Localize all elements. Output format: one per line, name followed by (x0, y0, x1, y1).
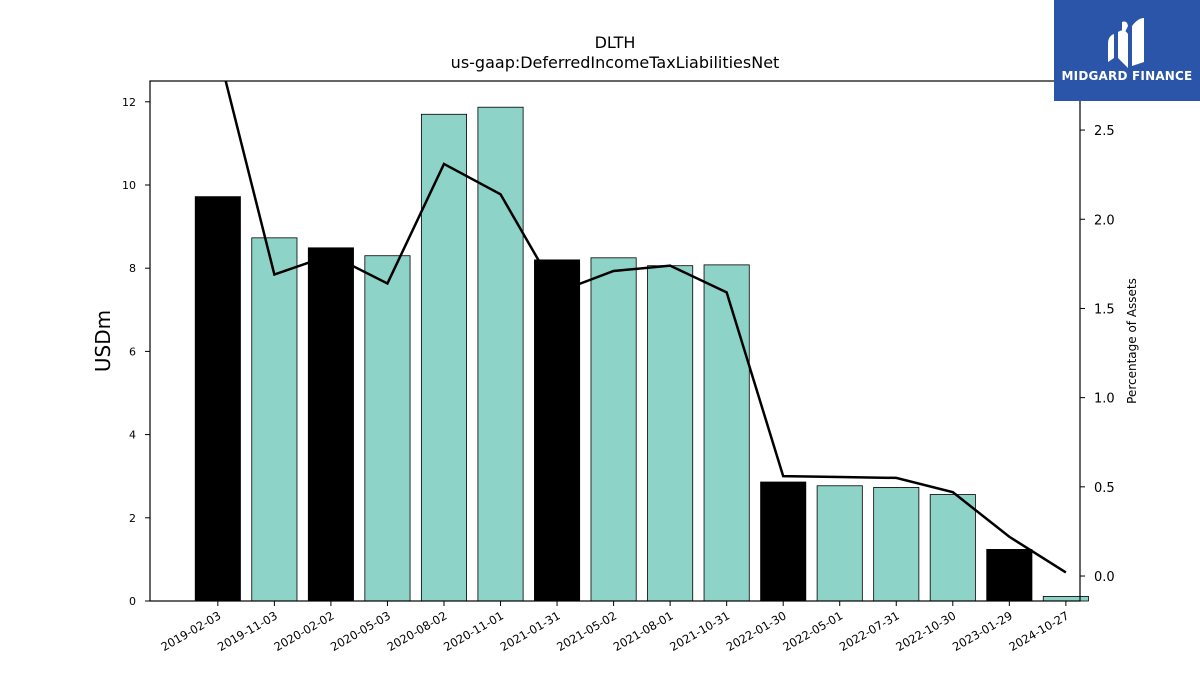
bar (703, 264, 750, 602)
bar (986, 549, 1033, 602)
y-tick-label: 0 (129, 595, 136, 608)
x-tick-label: 2022-05-01 (780, 608, 845, 654)
bar (251, 237, 298, 602)
y2-tick-label: 2.0 (1094, 213, 1115, 228)
bar (1042, 596, 1089, 602)
logo-text: MIDGARD FINANCE (1061, 69, 1193, 83)
x-tick-label: 2019-02-03 (158, 608, 223, 654)
x-tick-label: 2019-11-03 (215, 608, 280, 654)
y-axis-label: USDm (91, 310, 115, 372)
chart-title: DLTH (595, 33, 636, 52)
y2-tick-label: 0.0 (1094, 570, 1115, 585)
y2-tick-label: 1.0 (1094, 392, 1115, 407)
x-tick-label: 2020-02-02 (272, 608, 337, 654)
x-tick-label: 2020-05-03 (328, 608, 393, 654)
brand-logo: MIDGARD FINANCE (1054, 0, 1200, 101)
line-group (224, 81, 1067, 574)
y-tick-label: 12 (122, 96, 136, 109)
bar (873, 487, 920, 602)
x-tick-label: 2023-01-29 (950, 608, 1015, 654)
y2-tick-label: 0.5 (1094, 481, 1115, 496)
bar (590, 257, 637, 602)
bar (534, 259, 581, 602)
y-tick-label: 8 (129, 262, 136, 275)
y-tick-label: 4 (129, 429, 136, 442)
y-tick-label: 2 (129, 512, 136, 525)
plot-frame (149, 80, 1081, 602)
bar (760, 481, 807, 602)
x-tick-label: 2021-10-31 (667, 608, 732, 654)
bar (420, 113, 467, 602)
y-tick-label: 10 (122, 179, 136, 192)
y2-axis-label: Percentage of Assets (1125, 278, 1139, 404)
x-tick-label: 2022-01-30 (724, 608, 789, 654)
logo-mark-icon (1108, 18, 1144, 68)
y2-tick-label: 2.5 (1094, 124, 1115, 139)
x-tick-label: 2021-08-01 (611, 608, 676, 654)
x-tick-label: 2020-08-02 (385, 608, 450, 654)
x-tick-label: 2021-05-02 (554, 608, 619, 654)
x-tick-label: 2021-01-31 (498, 608, 563, 654)
bar (477, 106, 524, 602)
bar (647, 265, 694, 602)
x-tick-label: 2022-07-31 (837, 608, 902, 654)
bar (307, 247, 354, 602)
bars-group (194, 106, 1089, 602)
y-tick-label: 6 (129, 345, 136, 358)
x-tick-label: 2020-11-01 (441, 608, 506, 654)
y2-tick-label: 1.5 (1094, 302, 1115, 317)
bar (194, 196, 241, 602)
chart-subtitle: us-gaap:DeferredIncomeTaxLiabilitiesNet (451, 53, 780, 72)
percentage-line (224, 81, 1067, 574)
bar (364, 255, 411, 602)
x-tick-label: 2024-10-27 (1006, 608, 1071, 654)
x-tick-label: 2022-10-30 (893, 608, 958, 654)
bar (929, 494, 976, 602)
bar (816, 485, 863, 602)
